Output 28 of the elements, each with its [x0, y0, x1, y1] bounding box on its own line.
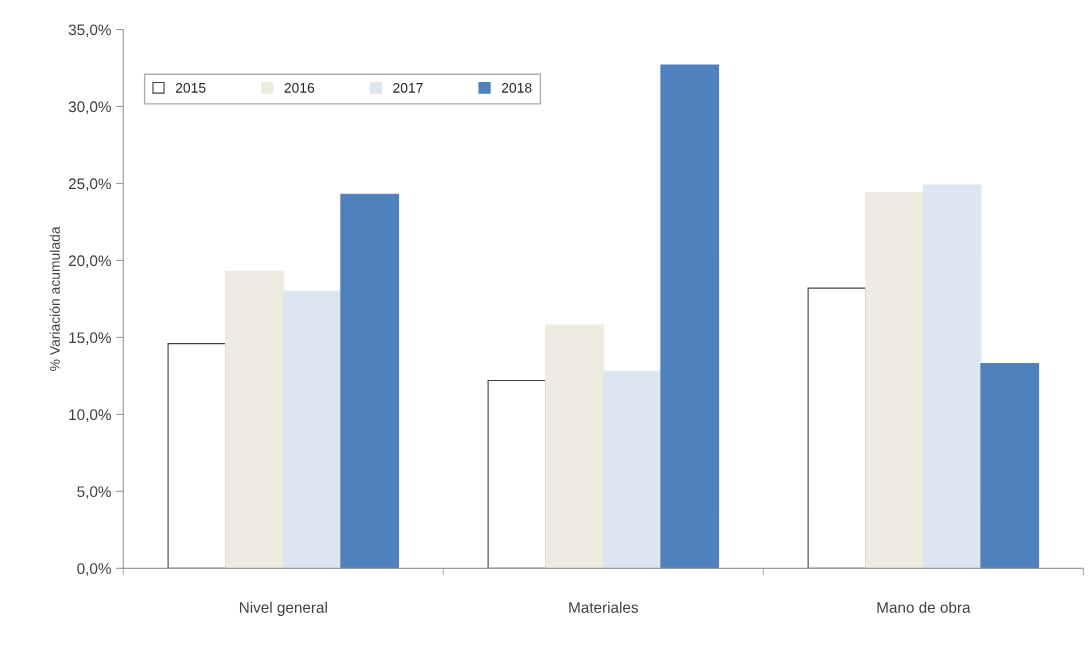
- y-tick-label: 30,0%: [68, 101, 111, 114]
- bar: [545, 324, 604, 569]
- legend-label: 2015: [175, 82, 206, 93]
- legend-label: 2017: [393, 82, 423, 93]
- legend-label: 2016: [284, 82, 315, 93]
- y-tick-label: 15,0%: [69, 332, 111, 345]
- bar: [660, 64, 720, 569]
- y-tick-label: 10,0%: [69, 409, 111, 422]
- bar: [340, 193, 400, 569]
- y-tick-label: 35,0%: [68, 24, 111, 38]
- x-tick-label: Materiales: [569, 601, 639, 613]
- y-tick-label: 5,0%: [77, 486, 111, 499]
- bar: [807, 287, 867, 569]
- y-axis-title: % Variación acumulada: [49, 226, 60, 371]
- bar: [602, 370, 662, 569]
- x-tick-label: Mano de obra: [877, 601, 971, 613]
- bar: [225, 270, 284, 569]
- y-tick-label: 20,0%: [68, 255, 111, 268]
- bar: [865, 192, 924, 569]
- x-tick-label: Nivel general: [239, 601, 327, 616]
- bar: [922, 184, 982, 569]
- legend-label: 2018: [501, 82, 532, 93]
- bar: [487, 379, 547, 569]
- y-tick-label: 0,0%: [77, 563, 111, 576]
- bar: [980, 363, 1040, 569]
- bar: [167, 343, 227, 569]
- y-tick-label: 25,0%: [68, 178, 111, 191]
- bar: [282, 290, 342, 569]
